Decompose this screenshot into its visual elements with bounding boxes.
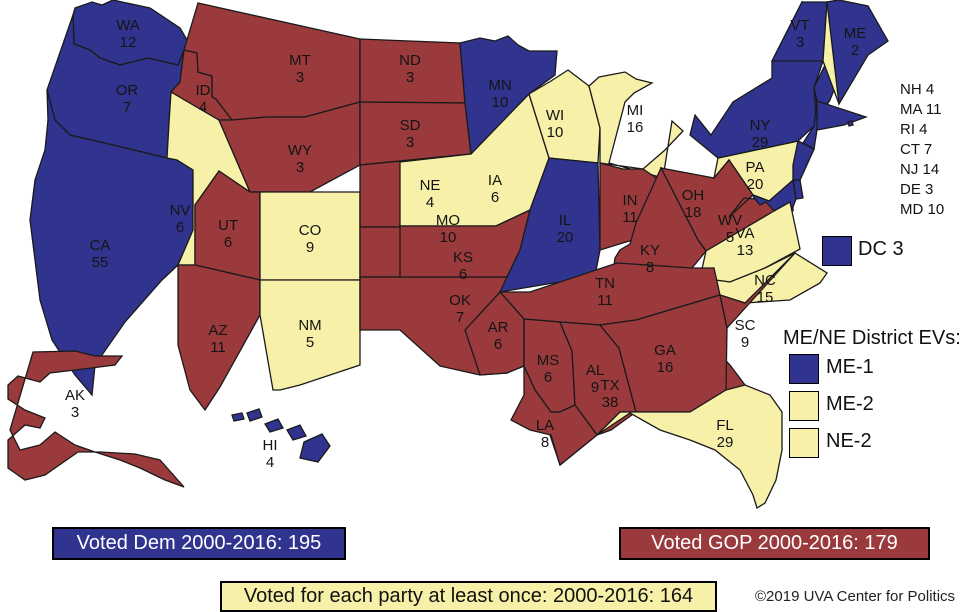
svg-text:NH 4: NH 4 <box>900 81 934 98</box>
svg-text:VT: VT <box>790 17 809 34</box>
svg-text:CO: CO <box>299 222 322 239</box>
svg-text:IN: IN <box>623 192 638 209</box>
svg-text:TX: TX <box>600 377 619 394</box>
svg-text:8: 8 <box>646 259 654 276</box>
svg-text:NC: NC <box>754 272 776 289</box>
svg-text:9: 9 <box>306 239 314 256</box>
svg-text:SC: SC <box>735 317 756 334</box>
svg-text:HI: HI <box>263 437 278 454</box>
svg-text:SD: SD <box>400 117 421 134</box>
svg-text:CA: CA <box>90 237 111 254</box>
svg-text:UT: UT <box>218 217 238 234</box>
svg-text:16: 16 <box>657 359 674 376</box>
svg-text:KY: KY <box>640 242 660 259</box>
svg-text:38: 38 <box>602 394 619 411</box>
svg-text:6: 6 <box>494 336 502 353</box>
svg-text:8: 8 <box>541 434 549 451</box>
svg-text:6: 6 <box>544 369 552 386</box>
svg-text:4: 4 <box>266 454 274 471</box>
svg-text:5: 5 <box>306 334 314 351</box>
svg-text:ND: ND <box>399 52 421 69</box>
svg-text:FL: FL <box>716 417 734 434</box>
svg-text:MS: MS <box>537 352 560 369</box>
svg-text:4: 4 <box>426 194 434 211</box>
svg-text:3: 3 <box>71 404 79 421</box>
svg-text:NY: NY <box>750 117 771 134</box>
svg-text:PA: PA <box>746 159 765 176</box>
svg-text:NM: NM <box>298 317 321 334</box>
svg-text:6: 6 <box>491 189 499 206</box>
svg-text:55: 55 <box>92 254 109 271</box>
svg-text:IA: IA <box>488 172 502 189</box>
svg-text:7: 7 <box>123 99 131 116</box>
svg-text:NJ 14: NJ 14 <box>900 161 939 178</box>
svg-text:AZ: AZ <box>208 322 227 339</box>
svg-text:NV: NV <box>170 202 191 219</box>
svg-text:16: 16 <box>627 119 644 136</box>
svg-text:WY: WY <box>288 142 312 159</box>
svg-text:10: 10 <box>492 94 509 111</box>
svg-text:CT 7: CT 7 <box>900 141 932 158</box>
svg-text:15: 15 <box>757 289 774 306</box>
svg-text:OH: OH <box>682 187 705 204</box>
svg-text:NE: NE <box>420 177 441 194</box>
svg-text:20: 20 <box>557 229 574 246</box>
svg-text:20: 20 <box>747 176 764 193</box>
svg-text:3: 3 <box>296 159 304 176</box>
svg-text:MD 10: MD 10 <box>900 201 944 218</box>
svg-text:ID: ID <box>196 82 211 99</box>
svg-text:10: 10 <box>440 229 457 246</box>
svg-text:3: 3 <box>796 34 804 51</box>
svg-text:9: 9 <box>741 334 749 351</box>
svg-text:AL: AL <box>586 362 604 379</box>
svg-text:GA: GA <box>654 342 676 359</box>
svg-text:AR: AR <box>488 319 509 336</box>
svg-text:TN: TN <box>595 275 615 292</box>
svg-text:6: 6 <box>176 219 184 236</box>
svg-text:LA: LA <box>536 417 554 434</box>
svg-text:29: 29 <box>752 134 769 151</box>
svg-text:MA 11: MA 11 <box>900 101 941 118</box>
svg-text:RI 4: RI 4 <box>900 121 928 138</box>
svg-text:13: 13 <box>737 242 754 259</box>
svg-text:WI: WI <box>546 107 564 124</box>
svg-text:IL: IL <box>559 212 572 229</box>
svg-text:MI: MI <box>627 102 644 119</box>
svg-text:12: 12 <box>120 34 137 51</box>
svg-text:6: 6 <box>459 266 467 283</box>
svg-text:11: 11 <box>597 292 613 309</box>
svg-text:3: 3 <box>296 69 304 86</box>
svg-text:4: 4 <box>199 99 207 116</box>
svg-text:AK: AK <box>65 387 85 404</box>
svg-text:10: 10 <box>547 124 564 141</box>
svg-text:18: 18 <box>685 204 702 221</box>
svg-text:DE 3: DE 3 <box>900 181 933 198</box>
svg-text:9: 9 <box>591 379 599 396</box>
svg-text:MO: MO <box>436 212 460 229</box>
svg-text:KS: KS <box>453 249 473 266</box>
svg-text:11: 11 <box>210 339 226 356</box>
svg-text:2: 2 <box>851 42 859 59</box>
svg-text:5: 5 <box>726 229 734 246</box>
svg-text:MN: MN <box>488 77 511 94</box>
svg-text:WA: WA <box>116 17 140 34</box>
svg-text:ME: ME <box>844 25 867 42</box>
svg-text:3: 3 <box>406 134 414 151</box>
svg-text:29: 29 <box>717 434 734 451</box>
svg-text:7: 7 <box>456 309 464 326</box>
svg-text:OK: OK <box>449 292 471 309</box>
svg-text:6: 6 <box>224 234 232 251</box>
svg-text:3: 3 <box>406 69 414 86</box>
svg-text:OR: OR <box>116 82 139 99</box>
svg-text:VA: VA <box>736 225 755 242</box>
svg-text:MT: MT <box>289 52 311 69</box>
svg-text:11: 11 <box>622 209 638 226</box>
